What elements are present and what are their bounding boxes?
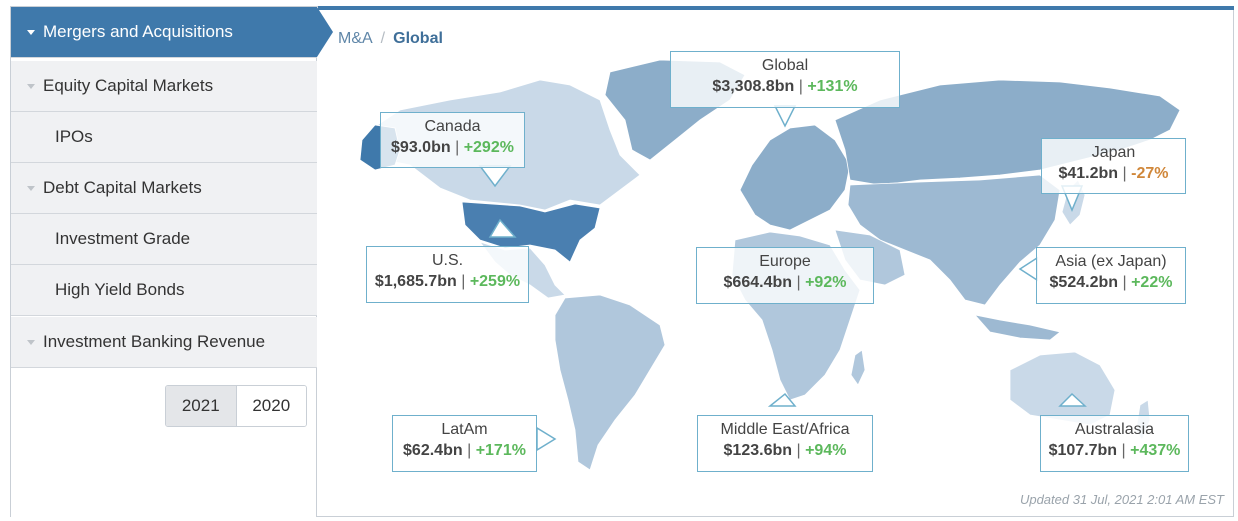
sidebar-item-investment-banking-revenue[interactable]: Investment Banking Revenue bbox=[11, 317, 317, 368]
callout-pointer-mea bbox=[767, 392, 797, 407]
region-value: $664.4bn bbox=[723, 274, 793, 291]
map-asia[interactable] bbox=[847, 174, 1061, 306]
region-callout-us[interactable]: U.S. $1,685.7bn | +259% bbox=[366, 246, 529, 303]
region-name: LatAm bbox=[441, 421, 488, 438]
region-name: U.S. bbox=[431, 252, 464, 269]
region-callout-europe[interactable]: Europe $664.4bn | +92% bbox=[696, 247, 874, 304]
breadcrumb-current: Global bbox=[393, 30, 443, 47]
region-value: $107.7bn bbox=[1048, 442, 1118, 459]
sidebar-nav: Mergers and Acquisitions Equity Capital … bbox=[11, 7, 333, 517]
region-value: $3,308.8bn bbox=[712, 78, 795, 95]
value-separator: | bbox=[461, 273, 466, 290]
caret-down-icon bbox=[27, 83, 35, 89]
value-separator: | bbox=[798, 78, 803, 95]
region-value: $1,685.7bn bbox=[374, 273, 457, 290]
year-button-2021[interactable]: 2021 bbox=[166, 386, 237, 426]
map-europe[interactable] bbox=[739, 124, 851, 231]
map-south-america[interactable] bbox=[554, 294, 666, 471]
sidebar-item-label: Investment Grade bbox=[55, 229, 191, 248]
region-change: -27% bbox=[1131, 165, 1169, 182]
caret-down-icon bbox=[27, 339, 35, 345]
region-callout-canada[interactable]: Canada $93.0bn | +292% bbox=[380, 112, 525, 168]
sidebar-item-label: High Yield Bonds bbox=[55, 280, 185, 299]
accent-bar bbox=[318, 6, 1234, 10]
region-callout-middle-east-africa[interactable]: Middle East/Africa $123.6bn | +94% bbox=[697, 415, 873, 472]
region-change: +437% bbox=[1130, 442, 1181, 459]
sidebar-item-label: Equity Capital Markets bbox=[43, 76, 214, 95]
region-value: $524.2bn bbox=[1049, 274, 1119, 291]
value-separator: | bbox=[1122, 165, 1127, 182]
sidebar-item-label: IPOs bbox=[55, 127, 93, 146]
sidebar-item-high-yield-bonds[interactable]: High Yield Bonds bbox=[11, 265, 317, 316]
updated-timestamp: Updated 31 Jul, 2021 2:01 AM EST bbox=[1019, 492, 1224, 507]
region-name: Canada bbox=[424, 118, 481, 135]
callout-pointer-latam bbox=[536, 426, 557, 452]
region-name: Europe bbox=[759, 253, 811, 270]
sidebar-item-investment-grade[interactable]: Investment Grade bbox=[11, 214, 317, 265]
value-separator: | bbox=[1121, 442, 1126, 459]
value-separator: | bbox=[467, 442, 472, 459]
sidebar-item-equity-capital-markets[interactable]: Equity Capital Markets bbox=[11, 61, 317, 112]
caret-down-icon bbox=[27, 185, 35, 191]
region-name: Global bbox=[761, 57, 809, 74]
region-name: Australasia bbox=[1074, 421, 1155, 438]
value-separator: | bbox=[455, 139, 460, 156]
map-indonesia[interactable] bbox=[973, 314, 1061, 341]
region-value: $123.6bn bbox=[723, 442, 793, 459]
callout-pointer-australasia bbox=[1058, 392, 1087, 407]
map-us[interactable] bbox=[461, 201, 601, 263]
sidebar-item-debt-capital-markets[interactable]: Debt Capital Markets bbox=[11, 163, 317, 214]
year-toggle: 2021 2020 bbox=[165, 385, 307, 427]
value-separator: | bbox=[796, 274, 801, 291]
region-name: Asia (ex Japan) bbox=[1055, 253, 1167, 270]
sidebar-item-label: Investment Banking Revenue bbox=[43, 332, 266, 351]
region-value: $62.4bn bbox=[403, 442, 463, 459]
breadcrumb-separator: / bbox=[380, 30, 386, 47]
year-button-2020[interactable]: 2020 bbox=[236, 386, 306, 426]
callout-pointer-asia bbox=[1018, 256, 1038, 282]
region-value: $41.2bn bbox=[1058, 165, 1119, 182]
region-value: $93.0bn bbox=[391, 139, 451, 156]
region-name: Japan bbox=[1091, 144, 1136, 161]
region-callout-australasia[interactable]: Australasia $107.7bn | +437% bbox=[1040, 415, 1189, 472]
region-change: +171% bbox=[475, 442, 526, 459]
sidebar-item-label: Mergers and Acquisitions bbox=[43, 22, 233, 41]
region-callout-japan[interactable]: Japan $41.2bn | -27% bbox=[1041, 138, 1186, 194]
value-separator: | bbox=[1122, 274, 1127, 291]
region-change: +94% bbox=[805, 442, 847, 459]
region-callout-asia[interactable]: Asia (ex Japan) $524.2bn | +22% bbox=[1036, 247, 1186, 304]
region-change: +92% bbox=[805, 274, 847, 291]
breadcrumb-root-link[interactable]: M&A bbox=[338, 30, 373, 47]
region-name: Middle East/Africa bbox=[720, 421, 850, 438]
region-change: +131% bbox=[807, 78, 858, 95]
callout-pointer-global bbox=[773, 105, 797, 128]
sidebar-item-ipos[interactable]: IPOs bbox=[11, 112, 317, 163]
region-change: +292% bbox=[463, 139, 514, 156]
map-madagascar[interactable] bbox=[850, 349, 866, 386]
value-separator: | bbox=[796, 442, 801, 459]
region-callout-latam[interactable]: LatAm $62.4bn | +171% bbox=[392, 415, 537, 472]
callout-pointer-us bbox=[488, 218, 517, 238]
region-change: +259% bbox=[469, 273, 521, 290]
sidebar-item-label: Debt Capital Markets bbox=[43, 178, 202, 197]
sidebar-item-mergers-and-acquisitions[interactable]: Mergers and Acquisitions bbox=[11, 7, 333, 58]
region-callout-global[interactable]: Global $3,308.8bn | +131% bbox=[670, 51, 900, 108]
breadcrumb: M&A / Global bbox=[338, 30, 443, 48]
region-change: +22% bbox=[1131, 274, 1173, 291]
caret-down-icon bbox=[27, 29, 35, 35]
